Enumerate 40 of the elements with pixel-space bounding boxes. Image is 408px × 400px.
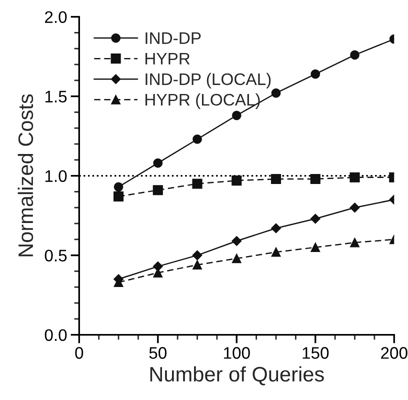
point	[271, 223, 281, 234]
point	[152, 185, 163, 196]
point	[350, 238, 360, 248]
point	[153, 158, 163, 168]
point	[232, 176, 242, 186]
x-tick-label: 200	[381, 347, 408, 359]
y-tick-label: 2.0	[45, 11, 67, 24]
point	[350, 202, 360, 213]
y-axis-title: Normalized Costs	[18, 94, 34, 256]
point	[232, 110, 242, 120]
point	[271, 88, 281, 98]
y-tick-label: 0.0	[44, 329, 67, 342]
point	[350, 172, 360, 182]
y-tick-label: 1.0	[45, 170, 67, 182]
legend-label: HYPR (LOCAL)	[146, 93, 260, 109]
point	[113, 191, 124, 202]
point	[192, 250, 202, 260]
y-tick-label: 0.5	[44, 250, 67, 262]
point	[271, 247, 281, 257]
point	[114, 182, 124, 192]
point	[310, 69, 320, 79]
y-tick-label: 1.5	[45, 90, 67, 103]
x-tick-label: 100	[224, 347, 250, 359]
point	[192, 260, 202, 270]
x-tick-label: 0	[75, 347, 84, 359]
point	[350, 50, 360, 60]
point	[310, 242, 320, 252]
point	[232, 236, 242, 246]
point	[192, 134, 202, 144]
legend-label: IND-DP	[146, 32, 201, 44]
x-tick-label: 50	[149, 347, 167, 359]
x-tick-label: 150	[302, 347, 329, 359]
x-axis-title: Number of Queries	[150, 366, 324, 386]
point	[310, 214, 320, 224]
point	[192, 178, 202, 189]
point	[232, 254, 242, 264]
legend-label: HYPR	[146, 52, 190, 64]
point	[310, 174, 320, 184]
point	[270, 174, 282, 184]
legend-label: IND-DP (LOCAL)	[146, 72, 271, 88]
